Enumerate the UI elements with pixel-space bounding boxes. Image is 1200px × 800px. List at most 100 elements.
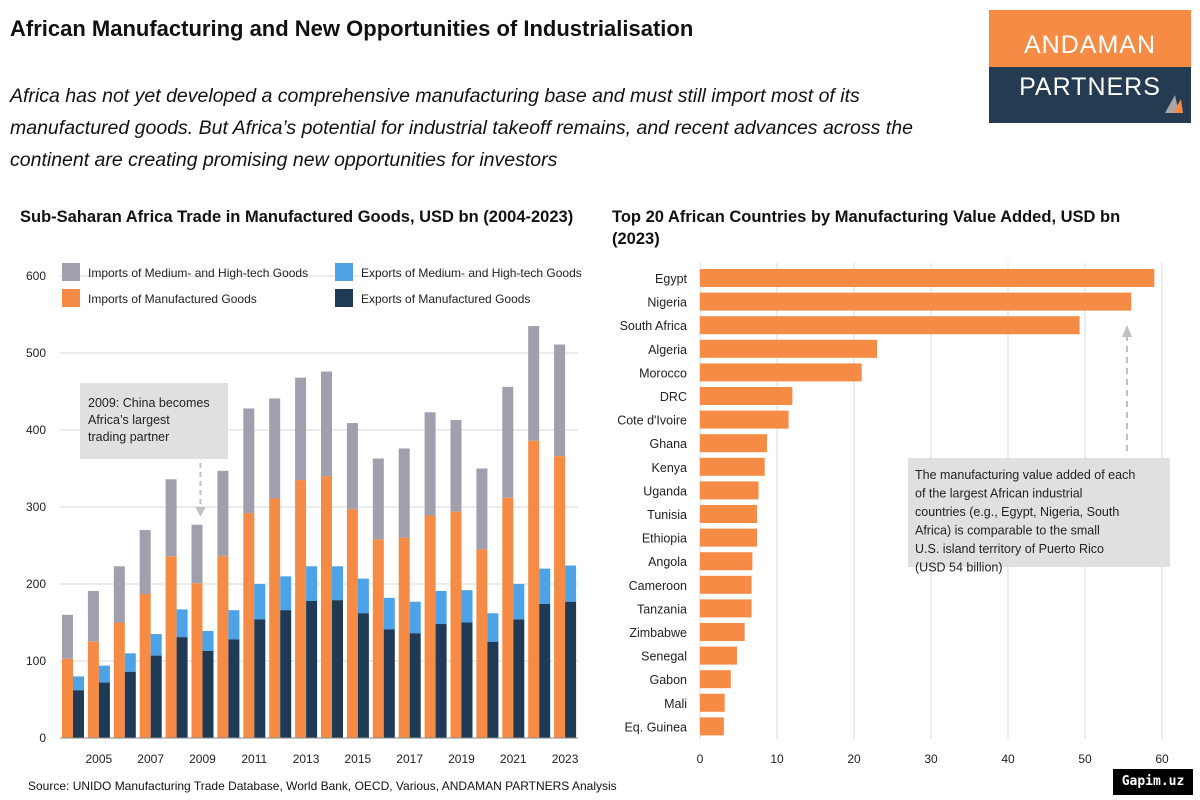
bar-imports-mh-2021 bbox=[502, 386, 514, 498]
mva-category-label: Senegal bbox=[641, 650, 687, 664]
bar-exports-mfg-2014 bbox=[332, 600, 343, 738]
trade-y-tick-500: 500 bbox=[26, 346, 46, 360]
bar-exports-mh-2016 bbox=[383, 597, 395, 630]
bar-imports-mh-2008 bbox=[165, 479, 177, 557]
bar-exports-mfg-2013 bbox=[306, 600, 318, 738]
bar-imports-mfg-2023 bbox=[554, 456, 566, 738]
bar-imports-mh-2010 bbox=[217, 470, 229, 557]
mva-bar-zimbabwe bbox=[700, 623, 745, 641]
bar-imports-mfg-2007 bbox=[139, 594, 151, 738]
bar-imports-mfg-2020 bbox=[476, 549, 488, 738]
bar-exports-mh-2011 bbox=[254, 584, 266, 620]
mva-x-tick-30: 30 bbox=[924, 752, 938, 766]
andaman-partners-logo: ANDAMAN PARTNERS bbox=[989, 10, 1191, 123]
mva-bar-cote-d-ivoire bbox=[700, 410, 789, 429]
mva-category-label: Uganda bbox=[643, 484, 687, 498]
trade-legend-label-1: Exports of Medium- and High-tech Goods bbox=[361, 266, 582, 280]
bar-exports-mh-2006 bbox=[124, 653, 136, 672]
mva-x-tick-10: 10 bbox=[770, 752, 784, 766]
mva-x-tick-40: 40 bbox=[1001, 752, 1015, 766]
bar-imports-mh-2004 bbox=[62, 614, 73, 659]
mva-x-tick-50: 50 bbox=[1078, 752, 1092, 766]
trade-legend-swatch-3 bbox=[335, 289, 353, 307]
bar-exports-mh-2015 bbox=[357, 578, 369, 614]
mva-category-label: Nigeria bbox=[647, 296, 687, 310]
bar-exports-mfg-2009 bbox=[202, 650, 214, 738]
bar-exports-mh-2008 bbox=[176, 609, 188, 638]
trade-legend-label-2: Imports of Manufactured Goods bbox=[88, 292, 257, 306]
bar-imports-mh-2018 bbox=[424, 412, 436, 516]
logo-line-1: ANDAMAN bbox=[989, 10, 1191, 67]
mva-bar-uganda bbox=[700, 481, 759, 500]
mva-category-label: Angola bbox=[648, 555, 687, 569]
bar-exports-mfg-2018 bbox=[435, 624, 447, 738]
bar-imports-mfg-2006 bbox=[113, 622, 125, 738]
bar-exports-mh-2009 bbox=[202, 630, 214, 651]
trade-y-tick-100: 100 bbox=[26, 654, 46, 668]
mva-annotation-text: The manufacturing value added of each of … bbox=[915, 468, 1135, 575]
bar-imports-mh-2015 bbox=[346, 423, 358, 510]
bar-exports-mh-2004 bbox=[73, 676, 84, 691]
trade-y-tick-400: 400 bbox=[26, 423, 46, 437]
trade-x-tick-2005: 2005 bbox=[85, 752, 112, 766]
trade-legend-label-3: Exports of Manufactured Goods bbox=[361, 292, 530, 306]
mva-bar-drc bbox=[700, 387, 793, 405]
bar-imports-mfg-2019 bbox=[450, 511, 462, 738]
bar-imports-mh-2007 bbox=[139, 530, 151, 595]
mva-bar-mali bbox=[700, 693, 725, 712]
trade-legend-swatch-1 bbox=[335, 263, 353, 281]
bar-exports-mfg-2004 bbox=[73, 690, 84, 738]
mva-category-label: Morocco bbox=[639, 366, 687, 380]
bar-imports-mh-2011 bbox=[243, 408, 255, 514]
mva-bar-south-africa bbox=[700, 316, 1080, 335]
mva-bar-kenya bbox=[700, 457, 765, 476]
logo-line-2: PARTNERS bbox=[989, 67, 1191, 123]
bar-imports-mfg-2018 bbox=[424, 515, 436, 738]
bar-exports-mfg-2020 bbox=[487, 641, 499, 738]
mva-category-label: Kenya bbox=[652, 461, 687, 475]
logo-triangle-icon bbox=[1165, 95, 1183, 113]
bar-imports-mfg-2011 bbox=[243, 513, 255, 738]
mva-category-label: Tanzania bbox=[637, 602, 687, 616]
source-note: Source: UNIDO Manufacturing Trade Databa… bbox=[28, 779, 617, 793]
mva-bar-nigeria bbox=[700, 292, 1132, 311]
bar-imports-mfg-2009 bbox=[191, 583, 203, 738]
trade-y-tick-0: 0 bbox=[39, 731, 46, 745]
mva-bar-gabon bbox=[700, 670, 731, 689]
bar-exports-mfg-2022 bbox=[539, 604, 551, 738]
bar-imports-mh-2014 bbox=[321, 371, 332, 477]
trade-annotation-arrowhead bbox=[195, 507, 206, 517]
mva-category-label: Eq. Guinea bbox=[624, 720, 687, 734]
bar-exports-mfg-2015 bbox=[357, 613, 369, 738]
bar-exports-mh-2010 bbox=[228, 610, 240, 640]
bar-imports-mfg-2008 bbox=[165, 556, 177, 738]
mva-category-label: Algeria bbox=[648, 343, 687, 357]
mva-bar-algeria bbox=[700, 339, 878, 358]
mva-bar-tunisia bbox=[700, 505, 757, 523]
bar-exports-mfg-2023 bbox=[565, 601, 577, 738]
bar-exports-mh-2020 bbox=[487, 613, 499, 642]
bar-imports-mh-2006 bbox=[113, 566, 125, 623]
mva-bar-egypt bbox=[700, 269, 1155, 287]
trade-x-tick-2009: 2009 bbox=[189, 752, 216, 766]
logo-line-2-text: PARTNERS bbox=[1019, 73, 1161, 101]
mva-annotation-arrowhead bbox=[1122, 325, 1132, 337]
mva-bar-ethiopia bbox=[700, 528, 757, 547]
mva-bar-tanzania bbox=[700, 599, 752, 618]
mva-x-tick-0: 0 bbox=[697, 752, 704, 766]
bar-exports-mh-2023 bbox=[565, 565, 577, 602]
trade-y-tick-200: 200 bbox=[26, 577, 46, 591]
mva-category-label: Ethiopia bbox=[642, 532, 687, 546]
bar-imports-mfg-2004 bbox=[62, 658, 73, 738]
bar-imports-mfg-2013 bbox=[295, 480, 307, 738]
trade-x-tick-2021: 2021 bbox=[500, 752, 527, 766]
bar-imports-mfg-2022 bbox=[528, 440, 540, 738]
bar-imports-mfg-2012 bbox=[269, 498, 281, 738]
bar-exports-mh-2005 bbox=[98, 665, 110, 683]
mva-chart-title: Top 20 African Countries by Manufacturin… bbox=[612, 208, 1121, 248]
mva-category-label: Cote d'Ivoire bbox=[617, 414, 687, 428]
trade-y-tick-600: 600 bbox=[26, 269, 46, 283]
mva-category-label: DRC bbox=[660, 390, 687, 404]
trade-x-tick-2023: 2023 bbox=[552, 752, 579, 766]
bar-imports-mfg-2014 bbox=[321, 476, 332, 738]
